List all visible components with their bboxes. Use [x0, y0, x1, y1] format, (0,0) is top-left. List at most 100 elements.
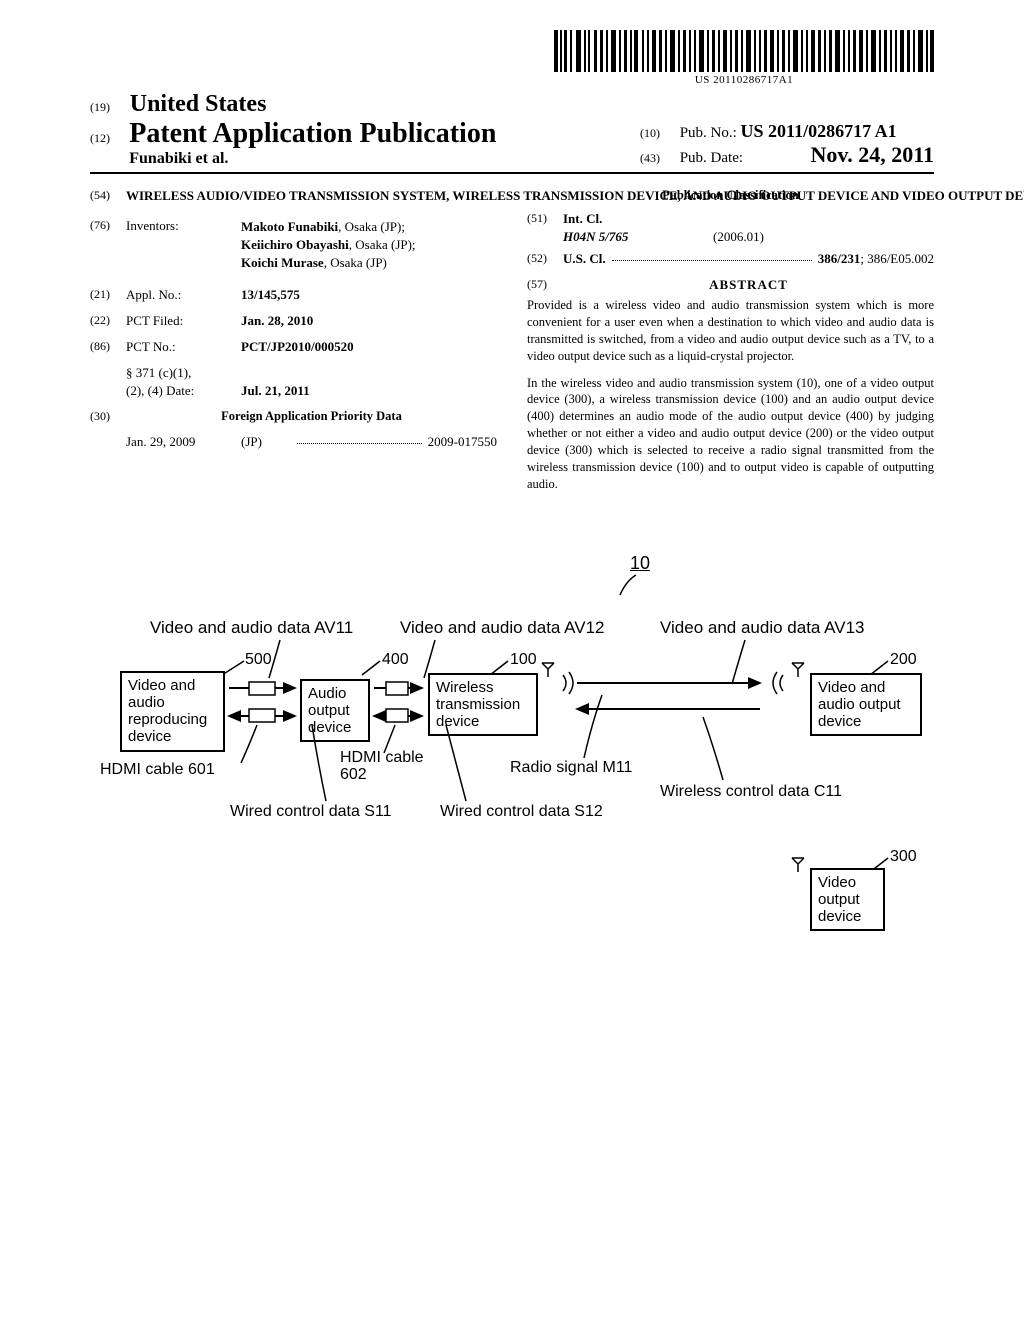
label-av11: Video and audio data AV11 — [150, 618, 353, 638]
num-30: (30) — [90, 409, 126, 424]
pctno-label: PCT No.: — [126, 339, 241, 355]
publication-type: Patent Application Publication — [129, 118, 496, 149]
right-column: Publication Classification (51) Int. Cl.… — [527, 188, 934, 503]
header-right: (10) Pub. No.: US 2011/0286717 A1 (43) P… — [640, 121, 934, 168]
abstract-label: ABSTRACT — [563, 277, 934, 293]
lead-s11 — [308, 723, 333, 805]
header: (19) United States (12) Patent Applicati… — [90, 91, 934, 174]
barcode-svg — [554, 30, 934, 72]
abstract-p2: In the wireless video and audio transmis… — [527, 375, 934, 493]
pctfiled-label: PCT Filed: — [126, 313, 241, 329]
num-400: 400 — [382, 651, 409, 669]
inventor-loc-2: , Osaka (JP) — [324, 255, 387, 270]
foreign-cc: (JP) — [241, 434, 291, 450]
spacer — [90, 152, 126, 167]
num-86: (86) — [90, 339, 126, 354]
label-s11: Wired control data S11 — [230, 803, 392, 821]
box-200: Video and audio output device — [810, 673, 922, 737]
box-300: Video output device — [810, 868, 885, 932]
s371-date-label: (2), (4) Date: — [126, 383, 241, 399]
lead-s12 — [442, 723, 472, 805]
applno: 13/145,575 — [241, 287, 497, 303]
field-abstract-header: (57) ABSTRACT — [527, 277, 934, 293]
field-applno: (21) Appl. No.: 13/145,575 — [90, 287, 497, 303]
field-foreign-title: (30) Foreign Application Priority Data — [90, 409, 497, 424]
field-pctfiled: (22) PCT Filed: Jan. 28, 2010 — [90, 313, 497, 329]
pubno: US 2011/0286717 A1 — [741, 121, 897, 141]
header-left: (19) United States (12) Patent Applicati… — [90, 91, 496, 168]
country: United States — [130, 91, 267, 117]
uscl-bold: 386/231 — [818, 251, 861, 266]
inventor-name-2: Koichi Murase — [241, 255, 324, 270]
inventor-name-1: Keiichiro Obayashi — [241, 237, 349, 252]
label-c11: Wireless control data C11 — [660, 783, 842, 801]
inventor-name-0: Makoto Funabiki — [241, 219, 338, 234]
foreign-num: 2009-017550 — [428, 434, 497, 450]
prefix-43: (43) — [640, 151, 676, 166]
s371-label: § 371 (c)(1), — [126, 365, 241, 381]
barcode: US 20110286717A1 — [554, 30, 934, 86]
inventors-label: Inventors: — [126, 218, 241, 234]
label-av13: Video and audio data AV13 — [660, 618, 865, 638]
num-200: 200 — [890, 651, 917, 669]
biblio-columns: (54) WIRELESS AUDIO/VIDEO TRANSMISSION S… — [90, 188, 934, 503]
field-uscl: (52) U.S. Cl. 386/231; 386/E05.002 — [527, 251, 934, 267]
dotted-leader — [297, 434, 422, 444]
field-s371-1: § 371 (c)(1), — [90, 365, 497, 381]
num-52: (52) — [527, 251, 563, 266]
pctfiled: Jan. 28, 2010 — [241, 313, 497, 329]
num-300: 300 — [890, 848, 917, 866]
label-hdmi-601: HDMI cable 601 — [100, 761, 215, 779]
lead-hdmi601 — [235, 723, 265, 768]
field-title: (54) WIRELESS AUDIO/VIDEO TRANSMISSION S… — [90, 188, 497, 204]
authors: Funabiki et al. — [129, 150, 228, 167]
barcode-region: US 20110286717A1 — [90, 30, 934, 87]
intcl-code: H04N 5/765 — [563, 229, 713, 245]
dotted-leader — [612, 251, 812, 261]
field-s371-2: (2), (4) Date: Jul. 21, 2011 — [90, 383, 497, 399]
inventor-loc-0: , Osaka (JP); — [338, 219, 405, 234]
s371-date: Jul. 21, 2011 — [241, 383, 497, 399]
lead-c11 — [695, 715, 730, 785]
intcl-label: Int. Cl. — [563, 211, 602, 227]
num-51: (51) — [527, 211, 563, 226]
pubno-label: Pub. No.: — [680, 125, 737, 141]
pubclass-title: Publication Classification — [527, 188, 934, 203]
prefix-12: (12) — [90, 131, 126, 146]
intcl-row: H04N 5/765 (2006.01) — [527, 229, 934, 245]
num-54: (54) — [90, 188, 126, 203]
field-intcl: (51) Int. Cl. — [527, 211, 934, 227]
num-57: (57) — [527, 277, 563, 292]
num-100: 100 — [510, 651, 537, 669]
left-column: (54) WIRELESS AUDIO/VIDEO TRANSMISSION S… — [90, 188, 497, 503]
prefix-10: (10) — [640, 126, 676, 141]
inventor-loc-1: , Osaka (JP); — [349, 237, 416, 252]
num-21: (21) — [90, 287, 126, 302]
field-inventors: (76) Inventors: Makoto Funabiki, Osaka (… — [90, 218, 497, 273]
abstract-p1: Provided is a wireless video and audio t… — [527, 297, 934, 365]
lead-av11 — [265, 638, 295, 683]
barcode-text: US 20110286717A1 — [554, 74, 934, 86]
foreign-title: Foreign Application Priority Data — [126, 409, 497, 424]
uscl-value: 386/231; 386/E05.002 — [818, 251, 934, 267]
fig-ref-10: 10 — [630, 553, 650, 574]
lead-400 — [360, 659, 385, 679]
foreign-date: Jan. 29, 2009 — [126, 434, 241, 450]
inventors-list: Makoto Funabiki, Osaka (JP); Keiichiro O… — [241, 218, 497, 273]
lead-av13 — [730, 638, 760, 688]
uscl-rest: ; 386/E05.002 — [860, 251, 934, 266]
lead-m11 — [580, 693, 615, 763]
box-500: Video and audio reproducing device — [120, 671, 225, 752]
field-pctno: (86) PCT No.: PCT/JP2010/000520 — [90, 339, 497, 355]
pubdate-label: Pub. Date: — [680, 150, 743, 166]
intcl-year: (2006.01) — [713, 229, 764, 245]
lead-hdmi602 — [380, 723, 405, 758]
figure: 10 Video and audio data AV11 Video and a… — [90, 563, 934, 943]
lead-av12 — [420, 638, 450, 683]
num-76: (76) — [90, 218, 126, 233]
ref-10-lead — [618, 573, 648, 598]
uscl-label: U.S. Cl. — [563, 251, 606, 267]
pubdate: Nov. 24, 2011 — [811, 142, 934, 167]
num-22: (22) — [90, 313, 126, 328]
applno-label: Appl. No.: — [126, 287, 241, 303]
